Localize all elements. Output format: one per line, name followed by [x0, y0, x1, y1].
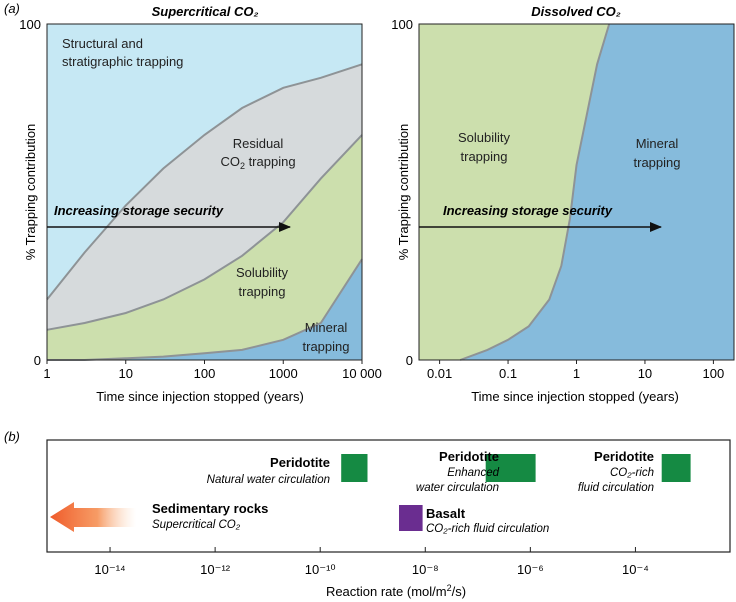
chart1-mineral-label-2: trapping — [303, 339, 350, 354]
chart3-frame — [46, 439, 731, 553]
chart1-mineral-label-1: Mineral — [305, 320, 348, 335]
basalt-bar — [399, 505, 423, 531]
peridotite-co2-rich-bar — [661, 454, 691, 482]
chart2-mineral-boundary — [459, 23, 611, 361]
chart1-xlabel: Time since injection stopped (years) — [96, 389, 304, 404]
chart1-ylabel: % Trapping contribution — [23, 124, 38, 261]
chart1-solubility-label-1: Solubility — [236, 265, 289, 280]
chart2-mineral-label-2: trapping — [634, 155, 681, 170]
peridotite-enhanced-label: Peridotite — [439, 449, 499, 464]
chart1-residual-region — [47, 64, 362, 330]
chart1-residual-label-2: CO2 trapping — [220, 154, 295, 171]
peridotite-natural-bar — [341, 454, 368, 482]
peridotite-enhanced-sublabel-2: water circulation — [416, 482, 499, 494]
basalt-label: Basalt — [426, 506, 466, 521]
chart2-solubility-label-2: trapping — [461, 149, 508, 164]
peridotite-natural-sublabel: Natural water circulation — [207, 474, 330, 486]
panel-b-label: (b) — [4, 429, 20, 444]
sedimentary-label: Sedimentary rocks — [152, 501, 268, 516]
chart1-title: Supercritical CO₂ — [152, 4, 259, 19]
chart1-mineral-boundary — [47, 258, 363, 361]
chart2-title: Dissolved CO₂ — [531, 4, 621, 19]
chart1-structural-region — [47, 24, 362, 300]
chart2-xtick-label: 0.1 — [499, 366, 517, 381]
chart1-xtick-label: 10 — [119, 366, 133, 381]
chart2-solubility-region — [419, 24, 610, 360]
chart2-xtick-label: 10 — [638, 366, 652, 381]
chart2-ytick-label: 0 — [406, 353, 413, 368]
chart3-xtick-label: 10⁻⁴ — [622, 562, 649, 577]
chart1-solubility-boundary — [46, 134, 363, 331]
chart2-solubility-label-1: Solubility — [458, 130, 511, 145]
chart1-xtick-label: 100 — [194, 366, 216, 381]
chart3-xtick-label: 10⁻¹⁰ — [305, 562, 336, 577]
chart1-ytick-label: 0 — [34, 353, 41, 368]
peridotite-natural-label: Peridotite — [270, 455, 330, 470]
chart2-ylabel: % Trapping contribution — [396, 124, 411, 261]
chart-dissolved: Dissolved CO₂ 0.01 0.1 1 10 100 0 100 Time sin… — [391, 4, 735, 404]
chart2-xtick-label: 0.01 — [427, 366, 452, 381]
chart1-solubility-region — [47, 134, 362, 360]
chart3-xtick-label: 10⁻⁶ — [517, 562, 544, 577]
chart-supercritical: Supercritical CO₂ 1 10 100 1000 10 000 0 100 T… — [19, 4, 382, 404]
chart1-structural-label-1: Structural and — [62, 36, 143, 51]
basalt-sublabel: CO₂-rich fluid circulation — [426, 523, 549, 535]
peridotite-co2-label: Peridotite — [594, 449, 654, 464]
chart2-mineral-label-1: Mineral — [636, 136, 679, 151]
chart1-ytick-label: 100 — [19, 17, 41, 32]
peridotite-co2-sublabel-2: fluid circulation — [578, 482, 654, 494]
chart1-mineral-region — [47, 259, 362, 360]
chart2-xtick-label: 100 — [703, 366, 725, 381]
chart1-arrow-label: Increasing storage security — [54, 203, 224, 218]
chart1-xtick-label: 1000 — [269, 366, 298, 381]
chart1-residual-boundary — [46, 63, 363, 301]
chart1-structural-label-2: stratigraphic trapping — [62, 54, 183, 69]
chart1-xtick-label: 1 — [43, 366, 50, 381]
chart3-xtick-label: 10⁻¹² — [200, 562, 231, 577]
chart2-arrow-label: Increasing storage security — [443, 203, 613, 218]
peridotite-enhanced-sublabel-1: Enhanced — [447, 467, 499, 479]
chart3-xtick-label: 10⁻¹⁴ — [94, 562, 125, 577]
chart1-solubility-label-2: trapping — [239, 284, 286, 299]
sedimentary-sublabel: Supercritical CO₂ — [152, 519, 241, 531]
chart2-xtick-label: 1 — [573, 366, 580, 381]
chart-reaction-rates: 10⁻¹⁴ 10⁻¹² 10⁻¹⁰ 10⁻⁸ 10⁻⁶ 10⁻⁴ Reaction rat… — [46, 439, 731, 599]
sedimentary-rocks-arrow — [50, 502, 136, 532]
chart2-xlabel: Time since injection stopped (years) — [471, 389, 679, 404]
chart1-xtick-label: 10 000 — [342, 366, 382, 381]
panel-a-label: (a) — [4, 1, 20, 16]
chart1-residual-label-1: Residual — [233, 136, 284, 151]
peridotite-enhanced-bar — [485, 454, 536, 482]
chart3-xtick-label: 10⁻⁸ — [412, 562, 439, 577]
peridotite-co2-sublabel-1: CO₂-rich — [610, 467, 654, 479]
chart2-ytick-label: 100 — [391, 17, 413, 32]
chart3-xlabel: Reaction rate (mol/m2/s) — [326, 583, 466, 599]
